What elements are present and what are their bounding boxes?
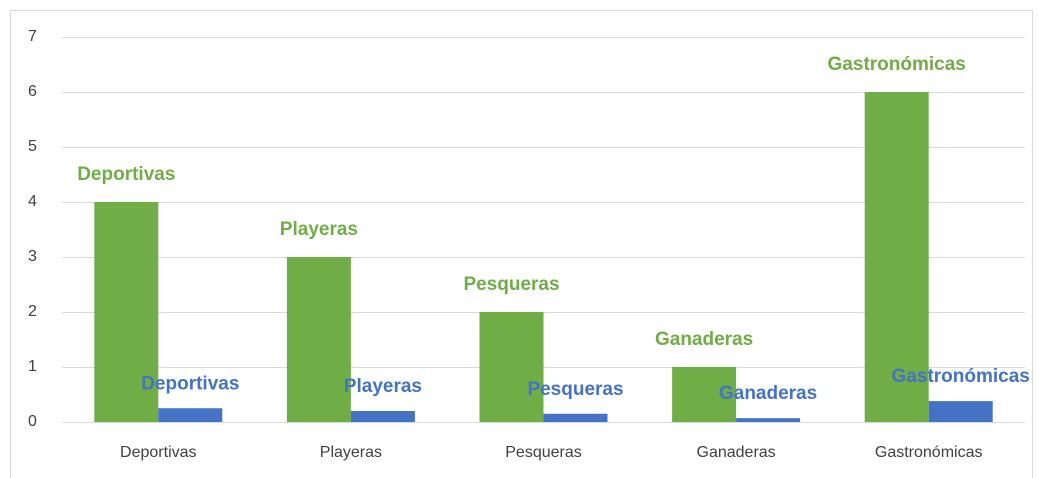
x-tick-label: Playeras bbox=[320, 444, 382, 461]
y-tick-label: 0 bbox=[28, 413, 37, 430]
bar bbox=[286, 257, 351, 422]
bar bbox=[479, 312, 544, 422]
data-label: Ganaderas bbox=[719, 383, 817, 404]
y-tick-label: 5 bbox=[28, 138, 37, 155]
bar bbox=[94, 202, 159, 422]
bar bbox=[928, 401, 993, 422]
y-tick-label: 3 bbox=[28, 248, 37, 265]
bar bbox=[350, 411, 415, 422]
bar bbox=[736, 418, 801, 422]
data-label: Playeras bbox=[280, 219, 358, 240]
y-tick-label: 6 bbox=[28, 83, 37, 100]
y-tick-label: 2 bbox=[28, 303, 37, 320]
y-tick-label: 7 bbox=[28, 28, 37, 45]
y-tick-label: 4 bbox=[28, 193, 37, 210]
bar bbox=[672, 367, 737, 422]
x-tick-label: Pesqueras bbox=[505, 444, 582, 461]
data-label: Ganaderas bbox=[655, 329, 753, 350]
bar bbox=[543, 413, 608, 422]
chart-border bbox=[10, 10, 1033, 478]
x-tick-label: Deportivas bbox=[120, 444, 196, 461]
data-label: Pesqueras bbox=[463, 274, 559, 295]
data-label: Playeras bbox=[344, 376, 422, 397]
data-label: Gastronómicas bbox=[828, 54, 966, 75]
x-tick-label: Gastronómicas bbox=[875, 444, 983, 461]
data-label: Deportivas bbox=[77, 164, 175, 185]
data-label: Gastronómicas bbox=[892, 366, 1030, 387]
x-tick-label: Ganaderas bbox=[697, 444, 776, 461]
y-tick-label: 1 bbox=[28, 358, 37, 375]
bar bbox=[864, 92, 929, 422]
data-label: Pesqueras bbox=[527, 379, 623, 400]
data-label: Deportivas bbox=[141, 373, 239, 394]
bar bbox=[158, 408, 223, 422]
